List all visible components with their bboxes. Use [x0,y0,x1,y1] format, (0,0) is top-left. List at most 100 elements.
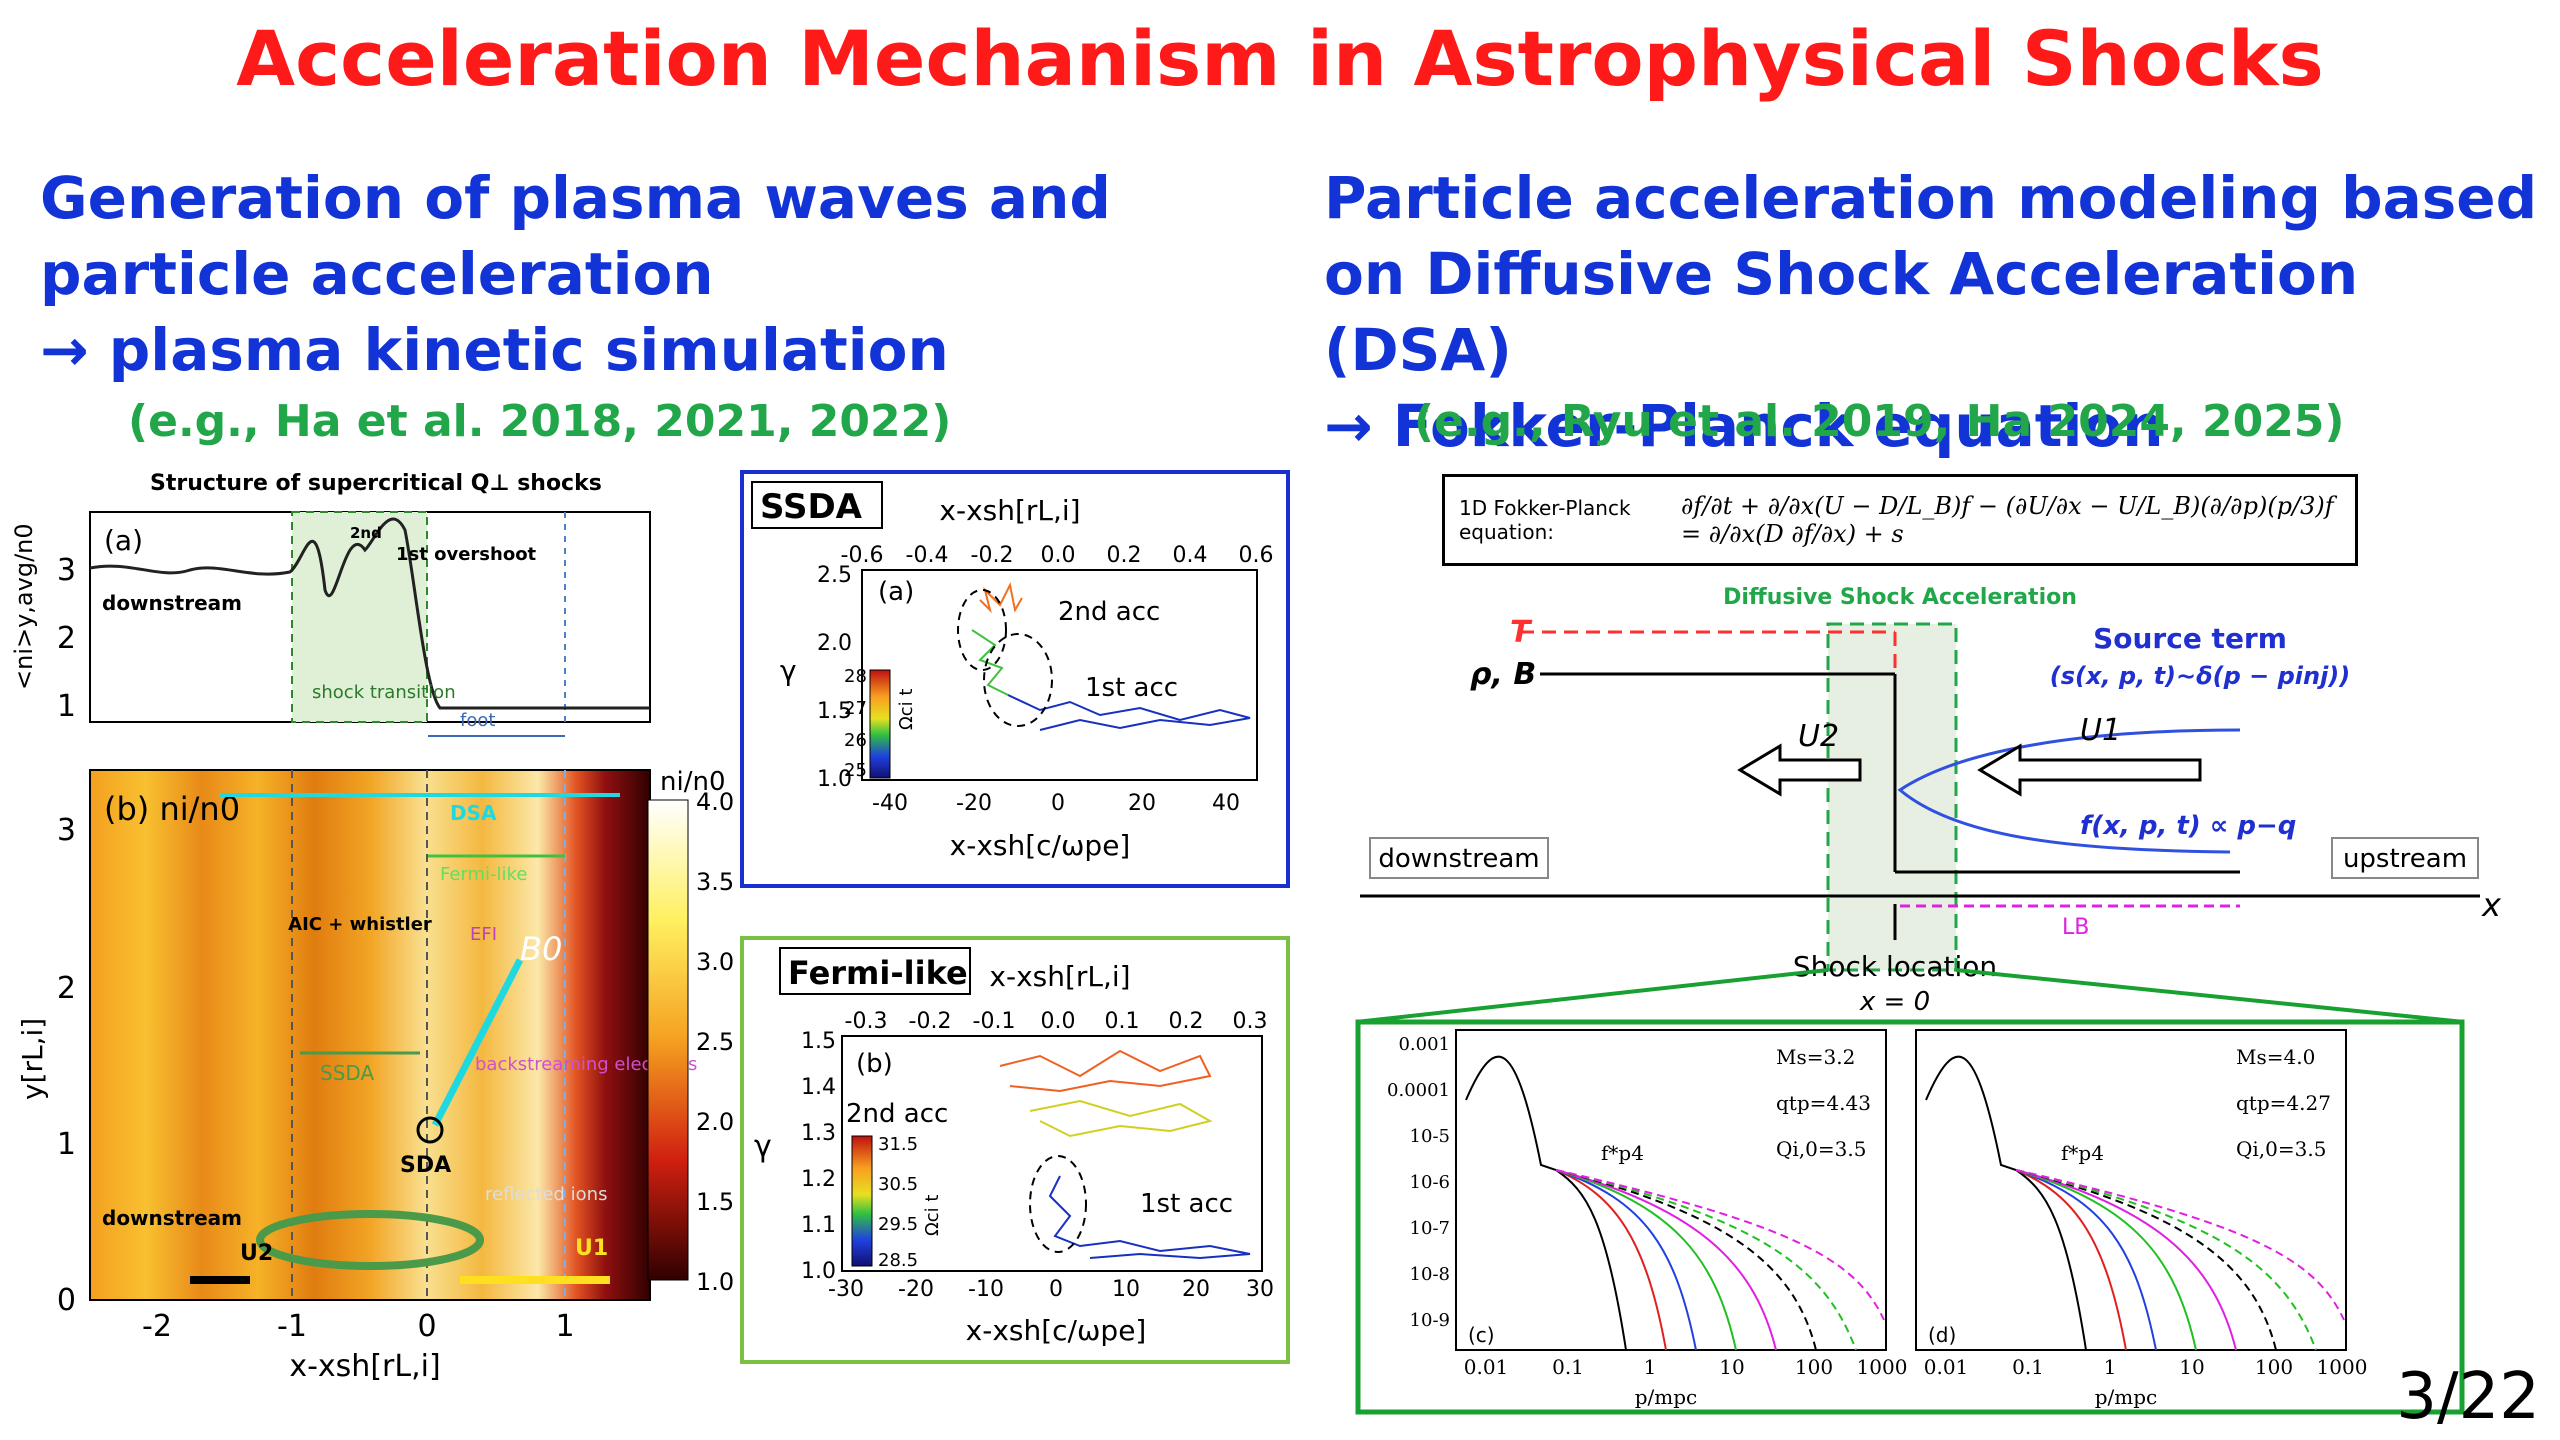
cbar-tick-3.0: 3.0 [696,948,734,976]
panel-b-ytick-2: 2 [57,971,76,1006]
upstream-label: upstream [2343,844,2467,874]
fermi-top-label: x-xsh[rL,i] [989,960,1130,993]
b0-label: B0 [520,930,562,968]
ssda-bottom-label: x-xsh[c/ωpe] [950,829,1131,862]
ssda-cbar-label: Ωci t [896,689,917,730]
panel-a-ylabel: <ni>y,avg/n0 [10,523,38,690]
shock-transition-band [291,511,428,723]
spec-d-xlabel: p/mpc [2095,1385,2158,1409]
upstream-box [2331,837,2479,879]
b0-arrow [431,958,524,1127]
spec-c-xtick: 1000 [1857,1355,1908,1379]
rho-b-label: ρ, B [1470,657,1536,692]
foot-label: foot [460,710,495,731]
dsa-label: DSA [450,801,497,825]
spectrum-d-curve-7 [2015,1169,2317,1351]
u1-label: U1 [575,1236,608,1261]
spectrum-c-curve-1 [1465,1055,1627,1351]
cbar-tick-1.0: 1.0 [696,1268,734,1296]
fermi-tag-box [779,947,971,995]
spectrum-d-frame [1915,1029,2347,1351]
panel-a-ytick-1: 1 [57,689,76,724]
fermi-like-figure: Fermi-like x-xsh[rL,i] -0.3 -0.2 -0.1 0.… [740,936,1290,1364]
spec-d-xtick: 10 [2179,1355,2204,1379]
ssda-bottom-tick: 0 [1051,791,1065,816]
aic-whistler-label: AIC + whistler [288,914,432,935]
right-heading-line-3: → Fokker-Planck equation [1324,392,2164,460]
ssda-cbar-tick: 26 [844,730,867,751]
zoom-line-right [1955,968,2465,1024]
spectrum-d-curve-1 [1925,1055,2087,1351]
fermi-cbar-tick: 31.5 [878,1134,918,1155]
right-heading-line-1: Particle acceleration modeling based [1324,164,2538,232]
ssda-tag-box [751,481,883,529]
fermi-bottom-tick: -20 [898,1277,934,1302]
spec-c-xtick: 10 [1719,1355,1744,1379]
ssda-bottom-tick: -40 [872,791,908,816]
spectrum-d-qtp: qtp=4.27 [2236,1091,2331,1115]
lb-label: LB [2062,915,2089,940]
shock-x0-label: x = 0 [1859,987,1930,1017]
spec-c-xlabel: p/mpc [1635,1385,1698,1409]
panel-b-label: (b) ni/n0 [104,790,240,828]
dsa-diagram-title: Diffusive Shock Acceleration [1723,585,2077,610]
right-citation: (e.g., Ryu et al. 2019, Ha 2024, 2025) [1414,396,2345,447]
shock-structure-figure: Structure of supercritical Q⊥ shocks (a)… [10,471,734,1384]
sda-marker [416,1116,444,1144]
spectrum-d-ylabel: f*p4 [2061,1141,2104,1165]
u1-flow-arrow [1977,743,2202,797]
spectrum-c-curve-6 [1555,1169,1817,1351]
spec-d-xtick: 1 [2104,1355,2117,1379]
panel-a-ytick-2: 2 [57,621,76,656]
ssda-top-tick: -0.2 [971,543,1014,568]
left-heading-line-1: Generation of plasma waves and [40,164,1111,232]
ssda-bottom-tick: 40 [1212,791,1240,816]
left-heading-line-2: particle acceleration [40,240,714,308]
fermi-top-tick: -0.2 [909,1009,952,1034]
ssda-trace-green [971,629,1009,696]
fermi-top-tick: 0.0 [1041,1009,1076,1034]
fermi-ytick: 1.4 [801,1075,836,1100]
fermi-ylabel: γ [754,1129,772,1164]
ssda-ytick: 2.0 [817,631,852,656]
ssda-ytick: 2.5 [817,563,852,588]
main-xlabel: x-xsh[rL,i] [289,1349,440,1384]
shock-location-label: Shock location [1793,950,1997,983]
spectrum-d-curve-5 [2015,1169,2237,1351]
fermi-bottom-tick: 0 [1049,1277,1063,1302]
source-term-label: Source term [2093,622,2287,655]
ssda-trace-red [979,581,1023,614]
spectrum-c-curve-5 [1555,1169,1777,1351]
backstreaming-label: backstreaming electrons [475,1054,697,1075]
panel-a-downstream: downstream [102,591,242,615]
fermi-ytick: 1.3 [801,1121,836,1146]
spec-d-xtick: 1000 [2317,1355,2368,1379]
spectrum-d-curve-3 [2015,1169,2157,1351]
u2-flow-label: U2 [1798,719,1839,754]
spectrum-c-qtp: qtp=4.43 [1776,1091,1871,1115]
fermi-2nd-acc: 2nd acc [846,1099,948,1129]
ssda-ytick: 1.5 [817,699,852,724]
panel-b-ytick-0: 0 [57,1283,76,1318]
fermi-top-tick: -0.3 [845,1009,888,1034]
fermi-ytick: 1.5 [801,1029,836,1054]
spectrum-c-curve-7 [1555,1169,1857,1351]
spectrum-c-curve-4 [1555,1169,1737,1351]
x-axis-label: x [2481,886,2502,924]
fermi-1st-acc-circle [1029,1155,1087,1253]
u2-flow-arrow [1737,743,1862,797]
fermi-bottom-tick: -30 [828,1277,864,1302]
reflected-ions-loop [256,1210,484,1270]
spectrum-d-qi0: Qi,0=3.5 [2236,1137,2326,1161]
spectrum-d-curve-4 [2015,1169,2197,1351]
ssda-top-tick: 0.4 [1173,543,1208,568]
cbar-tick-2.0: 2.0 [696,1108,734,1136]
xtick-0: 0 [417,1309,436,1344]
spec-c-xtick: 0.1 [1552,1355,1584,1379]
panel-b-ylabel: y[rL,i] [16,1018,49,1100]
ssda-1st-acc-circle [983,633,1053,727]
spec-c-ytick: 10-9 [1410,1310,1450,1331]
fermi-colorbar [851,1135,873,1267]
temperature-label: T [1510,615,1533,650]
ssda-ytick: 1.0 [817,767,852,792]
